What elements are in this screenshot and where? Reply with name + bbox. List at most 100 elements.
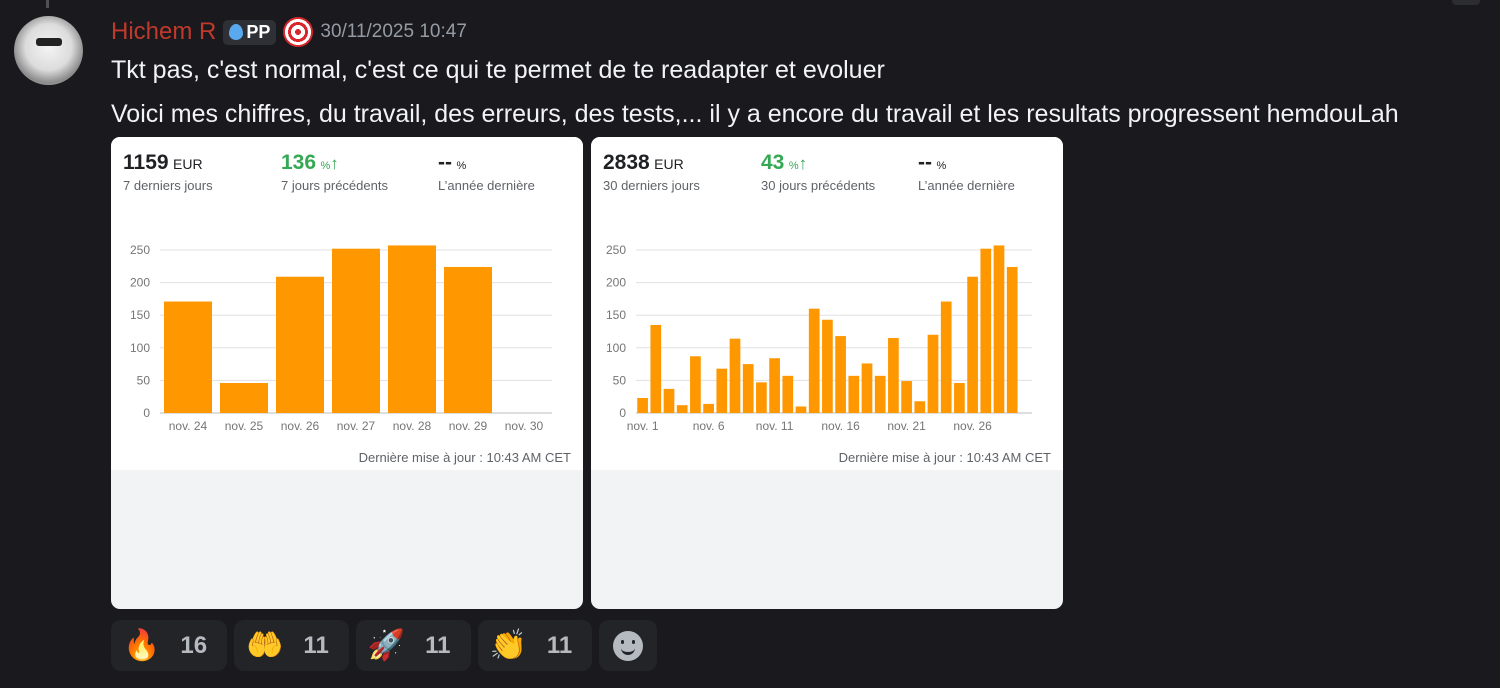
bar <box>901 381 912 413</box>
stat-value: 43 <box>761 151 785 174</box>
bar <box>756 382 767 413</box>
stat-label: 7 derniers jours <box>123 178 213 193</box>
bar <box>650 324 662 413</box>
rocket-icon: 🚀 <box>367 628 406 663</box>
stat-value: 2838 <box>603 151 650 174</box>
bar <box>795 406 807 413</box>
bar <box>848 375 860 413</box>
x-tick-label: nov. 11 <box>756 419 794 433</box>
y-tick-label: 150 <box>606 308 626 322</box>
bar <box>782 375 794 413</box>
stat-value: 136 <box>281 151 317 174</box>
stat-revenue: 1159 EUR 7 derniers jours <box>123 151 213 193</box>
x-tick-label: nov. 28 <box>393 419 432 433</box>
server-tag-label: PP <box>246 21 271 42</box>
bar <box>742 364 754 413</box>
bar <box>808 308 820 413</box>
water-drop-icon <box>229 24 244 40</box>
server-tag[interactable]: PP <box>223 19 277 45</box>
y-tick-label: 0 <box>619 406 626 420</box>
palms-up-icon: 🤲 <box>246 628 284 663</box>
bar <box>663 388 675 413</box>
bar <box>940 301 952 413</box>
bar <box>716 368 728 413</box>
x-tick-label: nov. 1 <box>627 419 659 433</box>
bar <box>729 338 741 413</box>
avatar-glasses <box>36 38 62 46</box>
bar <box>1006 266 1018 413</box>
stat-unit: EUR <box>173 156 203 172</box>
stat-unit: EUR <box>654 156 684 172</box>
username[interactable]: Hichem R <box>111 18 217 45</box>
stat-unit: % <box>456 160 467 172</box>
stat-change: 43 %↑ 30 jours précédents <box>761 151 875 193</box>
y-tick-label: 50 <box>137 373 151 387</box>
x-tick-label: nov. 26 <box>281 419 320 433</box>
reaction-rocket[interactable]: 🚀 11 <box>355 620 471 671</box>
reaction-count: 11 <box>425 631 451 659</box>
bar <box>874 375 886 413</box>
bar <box>980 248 992 413</box>
bar <box>954 383 965 413</box>
bar <box>993 245 1005 413</box>
chart-image-30-days[interactable]: 2838 EUR 30 derniers jours 43 %↑ 30 jours … <box>591 137 1063 609</box>
reaction-fire[interactable]: 🔥 16 <box>111 620 228 671</box>
reaction-palms-up[interactable]: 🤲 11 <box>234 620 349 671</box>
bar <box>914 401 926 413</box>
reaction-count: 11 <box>303 631 329 659</box>
x-tick-label: nov. 21 <box>887 419 926 433</box>
bar <box>888 338 899 413</box>
message-toolbar-edge <box>1452 0 1480 5</box>
fire-icon: 🔥 <box>123 628 161 663</box>
bar <box>637 398 648 413</box>
target-icon <box>283 17 314 47</box>
avatar[interactable] <box>14 16 83 85</box>
thread-line <box>46 0 49 8</box>
reaction-clap[interactable]: 👏 11 <box>477 620 593 671</box>
stat-label: 30 derniers jours <box>603 178 700 193</box>
y-tick-label: 50 <box>613 373 627 387</box>
y-tick-label: 100 <box>606 341 626 355</box>
reactions-bar: 🔥 16 🤲 11 🚀 11 👏 11 <box>111 620 658 671</box>
stat-revenue: 2838 EUR 30 derniers jours <box>603 151 700 193</box>
reaction-count: 11 <box>546 631 573 659</box>
arrow-up-icon: ↑ <box>798 154 808 173</box>
x-tick-label: nov. 6 <box>693 419 725 433</box>
bar <box>332 248 380 413</box>
y-tick-label: 0 <box>143 406 150 420</box>
x-tick-label: nov. 25 <box>225 419 264 433</box>
stat-change: 136 %↑ 7 jours précédents <box>281 151 388 193</box>
y-tick-label: 100 <box>130 341 150 355</box>
stat-value: 1159 <box>123 151 169 174</box>
bar-chart: 0 50 100 150 200 250 nov. 24 nov. 25 nov. 26 nov.… <box>130 243 552 433</box>
stat-label: L’année dernière <box>438 178 535 193</box>
x-tick-label: nov. 26 <box>953 419 992 433</box>
x-tick-label: nov. 30 <box>505 419 544 433</box>
stat-last-year: -- % L’année dernière <box>438 151 535 193</box>
y-tick-label: 200 <box>606 276 626 290</box>
reaction-count: 16 <box>180 631 208 659</box>
arrow-up-icon: ↑ <box>330 154 339 173</box>
stat-label: 7 jours précédents <box>281 178 388 193</box>
clapping-hands-icon: 👏 <box>489 628 527 663</box>
bar <box>164 301 212 413</box>
message-line: Voici mes chiffres, du travail, des erre… <box>111 100 1399 128</box>
x-tick-label: nov. 16 <box>821 419 860 433</box>
chart-image-7-days[interactable]: 1159 EUR 7 derniers jours 136 %↑ 7 jours p… <box>111 137 583 609</box>
bar-chart: 0 50 100 150 200 250 nov. 1 nov. 6 nov. 11 nov. 1… <box>606 243 1032 433</box>
stat-unit: % <box>320 160 331 172</box>
x-tick-label: nov. 29 <box>449 419 488 433</box>
bar <box>703 403 714 413</box>
bar <box>769 358 780 413</box>
bar <box>676 405 688 413</box>
bar <box>835 336 846 413</box>
bar <box>388 245 436 413</box>
add-reaction-button[interactable] <box>599 620 658 671</box>
stat-label: 30 jours précédents <box>761 178 876 193</box>
bar <box>967 276 978 413</box>
last-updated: Dernière mise à jour : 10:43 AM CET <box>838 450 1051 465</box>
smiley-icon <box>613 630 644 661</box>
message-line: Tkt pas, c'est normal, c'est ce qui te p… <box>111 56 885 84</box>
y-tick-label: 250 <box>130 243 150 257</box>
bar <box>861 363 873 413</box>
